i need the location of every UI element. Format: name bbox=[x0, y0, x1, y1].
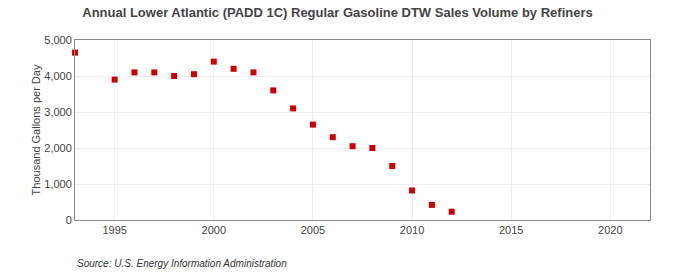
svg-text:5,000: 5,000 bbox=[44, 34, 72, 46]
svg-text:Annual Lower Atlantic (PADD 1C: Annual Lower Atlantic (PADD 1C) Regular … bbox=[82, 5, 592, 20]
svg-text:2020: 2020 bbox=[598, 224, 622, 236]
svg-text:2000: 2000 bbox=[202, 224, 226, 236]
svg-text:Thousand Gallons per Day: Thousand Gallons per Day bbox=[30, 64, 42, 195]
svg-text:1,000: 1,000 bbox=[44, 178, 72, 190]
svg-text:1995: 1995 bbox=[102, 224, 126, 236]
svg-text:Source: U.S. Energy Informatio: Source: U.S. Energy Information Administ… bbox=[77, 258, 287, 269]
svg-text:2005: 2005 bbox=[301, 224, 325, 236]
svg-text:0: 0 bbox=[66, 214, 72, 226]
svg-text:2015: 2015 bbox=[499, 224, 523, 236]
svg-text:3,000: 3,000 bbox=[44, 106, 72, 118]
svg-text:2010: 2010 bbox=[400, 224, 424, 236]
svg-text:2,000: 2,000 bbox=[44, 142, 72, 154]
svg-text:4,000: 4,000 bbox=[44, 70, 72, 82]
